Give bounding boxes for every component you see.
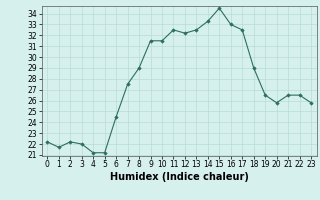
X-axis label: Humidex (Indice chaleur): Humidex (Indice chaleur) — [110, 172, 249, 182]
